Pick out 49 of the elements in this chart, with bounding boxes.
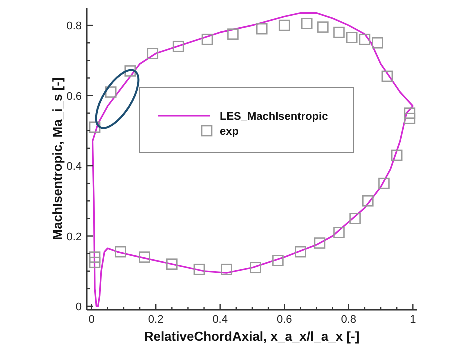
- legend-label: LES_MachIsentropic: [220, 111, 328, 123]
- point: [318, 22, 329, 33]
- point: [346, 32, 358, 44]
- point: [89, 122, 101, 134]
- legend-label: exp: [220, 126, 240, 138]
- point: [124, 66, 136, 77]
- point: [382, 70, 394, 82]
- point: [228, 28, 239, 40]
- point: [172, 40, 184, 52]
- point: [362, 195, 374, 207]
- point: [314, 238, 326, 249]
- point: [194, 264, 206, 276]
- point: [139, 252, 150, 263]
- point: [404, 112, 416, 124]
- point: [295, 246, 306, 258]
- point: [334, 227, 345, 238]
- point: [359, 34, 371, 46]
- y-tick-label: 0.6: [66, 90, 82, 103]
- y-tick-label: 0.4: [66, 161, 82, 174]
- y-tick-label: 0.2: [66, 231, 82, 244]
- x-tick-label: 0.2: [148, 314, 164, 326]
- point: [115, 246, 126, 258]
- x-tick-label: 0: [88, 314, 95, 326]
- point: [250, 262, 262, 274]
- point: [166, 258, 178, 270]
- point: [391, 150, 403, 162]
- x-tick-label: 0.4: [212, 314, 228, 326]
- point: [278, 20, 290, 32]
- point: [89, 252, 101, 263]
- point: [404, 108, 416, 119]
- point: [301, 18, 313, 30]
- x-tick-label: 0.8: [341, 314, 357, 326]
- point: [334, 26, 345, 38]
- point: [202, 34, 214, 46]
- point: [105, 86, 117, 98]
- point: [378, 178, 390, 190]
- point: [256, 23, 268, 35]
- point: [372, 37, 384, 49]
- point: [89, 256, 101, 268]
- y-axis-title: MachIsentropic, Ma_i_s [-]: [50, 78, 65, 240]
- point: [272, 255, 284, 266]
- point: [221, 264, 232, 276]
- y-tick-label: 0: [76, 301, 82, 314]
- point: [350, 213, 361, 224]
- x-tick-label: 1: [410, 314, 416, 326]
- x-tick-label: 0.6: [276, 314, 292, 326]
- y-tick-label: 0.8: [66, 20, 82, 33]
- point: [147, 48, 159, 60]
- x-axis-title: RelativeChordAxial, x_a_x/l_a_x [-]: [144, 329, 360, 344]
